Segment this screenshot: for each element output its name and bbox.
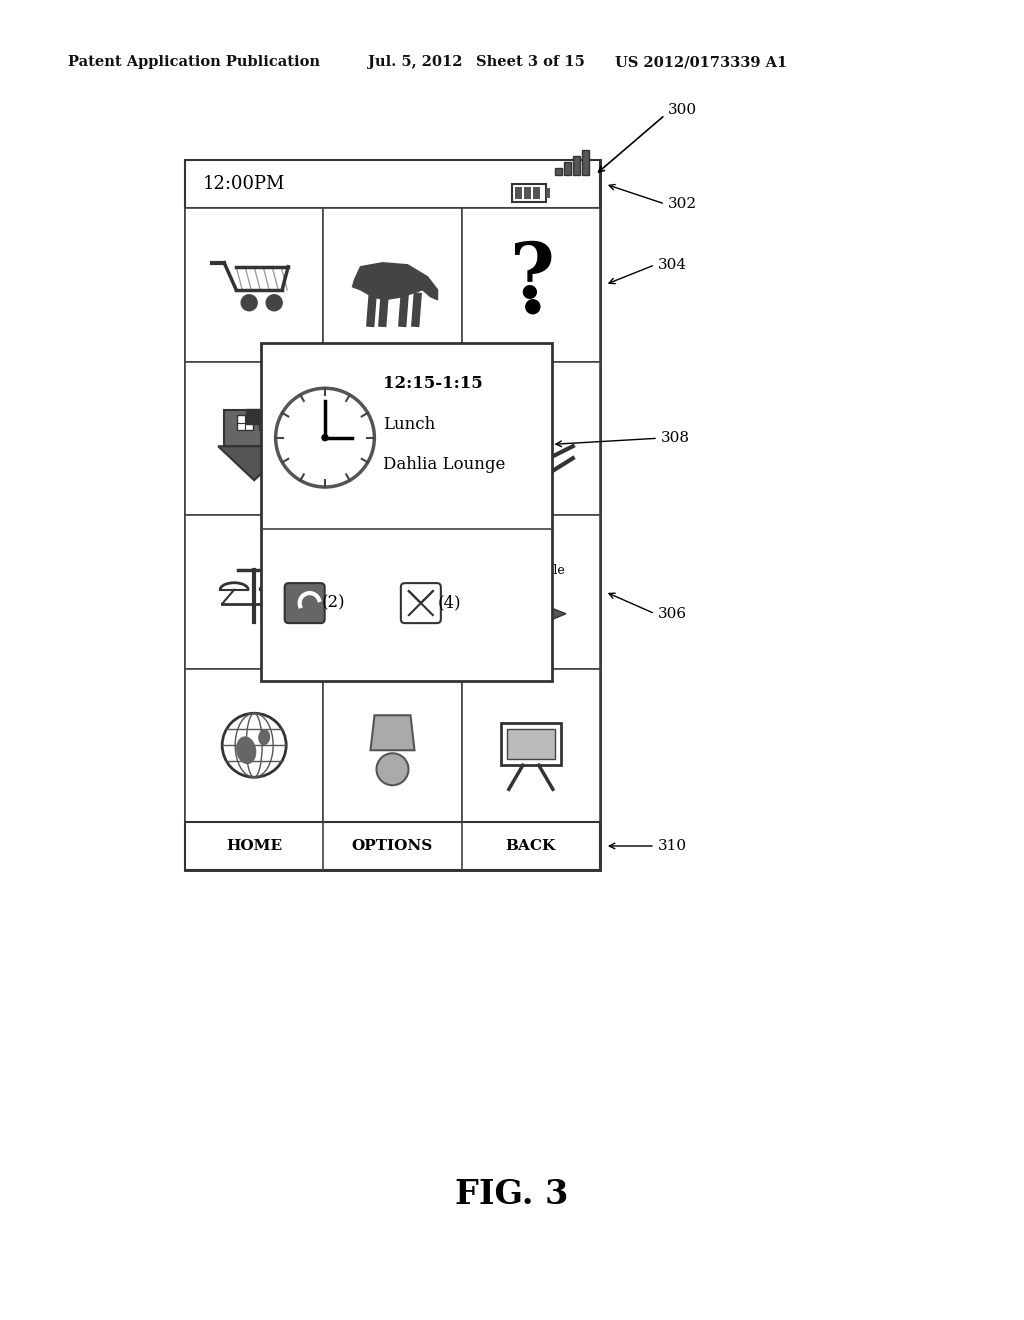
Text: Jul. 5, 2012: Jul. 5, 2012 — [368, 55, 463, 69]
Ellipse shape — [258, 729, 270, 746]
Circle shape — [266, 294, 283, 310]
Bar — [462, 515, 600, 668]
Text: 56° drizzle: 56° drizzle — [497, 564, 565, 577]
Polygon shape — [352, 263, 437, 300]
Bar — [324, 668, 462, 822]
Bar — [324, 515, 462, 668]
Bar — [185, 515, 324, 668]
Bar — [462, 668, 600, 822]
Bar — [515, 187, 522, 199]
Text: 300: 300 — [668, 103, 697, 117]
Circle shape — [222, 713, 286, 777]
Bar — [246, 409, 260, 424]
Bar — [564, 162, 571, 176]
Circle shape — [242, 294, 257, 310]
Polygon shape — [224, 411, 285, 446]
Bar — [261, 343, 552, 681]
Bar — [462, 362, 600, 515]
Text: 302: 302 — [668, 197, 697, 211]
Text: US 2012/0173339 A1: US 2012/0173339 A1 — [615, 55, 787, 69]
Bar — [185, 822, 600, 870]
Bar — [238, 416, 253, 430]
Polygon shape — [218, 446, 290, 480]
Circle shape — [526, 300, 540, 314]
Text: 310: 310 — [658, 840, 687, 853]
Polygon shape — [365, 572, 421, 627]
Ellipse shape — [380, 459, 393, 478]
Bar — [524, 187, 531, 199]
Text: 304: 304 — [658, 257, 687, 272]
Text: ?: ? — [510, 240, 555, 314]
Ellipse shape — [367, 437, 390, 450]
Polygon shape — [371, 403, 415, 424]
Polygon shape — [371, 715, 415, 750]
Circle shape — [409, 590, 432, 614]
Text: (2): (2) — [322, 594, 345, 611]
Circle shape — [322, 434, 328, 441]
Bar — [185, 160, 600, 209]
Bar — [555, 168, 562, 176]
Text: 12:15-1:15: 12:15-1:15 — [383, 375, 483, 392]
Ellipse shape — [520, 413, 550, 434]
Bar — [507, 729, 555, 759]
Text: FIG. 3: FIG. 3 — [456, 1179, 568, 1212]
Text: Sheet 3 of 15: Sheet 3 of 15 — [476, 55, 585, 69]
Text: Dahlia Lounge: Dahlia Lounge — [383, 457, 506, 473]
Ellipse shape — [391, 459, 406, 478]
Bar — [501, 723, 561, 766]
Text: HOME: HOME — [226, 840, 283, 853]
Circle shape — [375, 562, 394, 582]
Bar — [462, 209, 600, 362]
Polygon shape — [523, 597, 566, 632]
Text: Patent Application Publication: Patent Application Publication — [68, 55, 319, 69]
Circle shape — [275, 388, 375, 487]
Bar — [324, 209, 462, 362]
Bar — [573, 156, 580, 176]
Text: 12:00PM: 12:00PM — [203, 176, 286, 193]
Bar — [185, 362, 324, 515]
Bar — [324, 362, 462, 515]
Text: OPTIONS: OPTIONS — [352, 840, 433, 853]
FancyBboxPatch shape — [285, 583, 325, 623]
Text: (4): (4) — [438, 594, 462, 611]
Bar — [534, 187, 540, 199]
Ellipse shape — [395, 444, 418, 457]
Bar — [546, 187, 550, 198]
Circle shape — [377, 754, 409, 785]
Bar — [185, 668, 324, 822]
Text: 306: 306 — [658, 607, 687, 620]
Bar — [259, 416, 275, 430]
Bar — [582, 150, 589, 176]
Text: Lunch: Lunch — [383, 416, 435, 433]
Ellipse shape — [236, 737, 256, 764]
Bar — [185, 209, 324, 362]
Text: BACK: BACK — [506, 840, 556, 853]
Text: 308: 308 — [662, 432, 690, 445]
FancyBboxPatch shape — [400, 583, 441, 623]
Bar — [512, 183, 546, 202]
Bar — [185, 160, 600, 870]
